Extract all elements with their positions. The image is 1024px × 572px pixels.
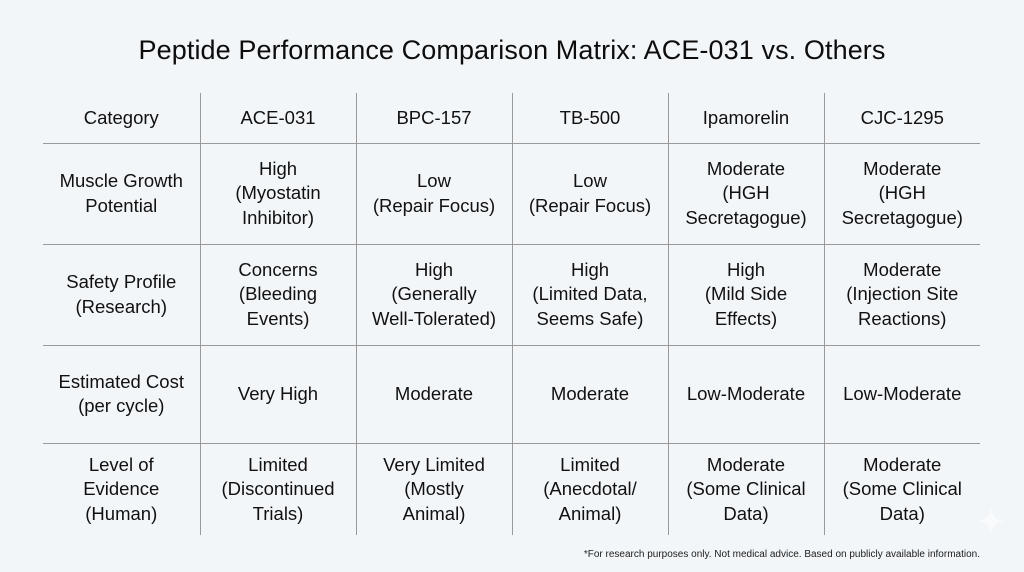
table-row-muscle-growth: Muscle Growth Potential High (Myostatin …: [43, 143, 980, 245]
cell-rating: Moderate: [706, 453, 786, 475]
cell-tb-500: High (Limited Data, Seems Safe): [511, 244, 668, 346]
cell-rating: Very High: [237, 382, 319, 404]
sparkle-icon: [978, 506, 1004, 536]
cell-rating: High: [570, 258, 610, 280]
cell-note: Animal): [402, 502, 466, 524]
cell-tb-500: Moderate: [511, 345, 668, 444]
cell-rating: Low: [417, 170, 451, 191]
cell-ipamorelin: Low-Moderate: [667, 345, 824, 444]
row-label-line: (per cycle): [78, 395, 165, 416]
column-header-tb-500: TB-500: [511, 93, 668, 144]
cell-rating: Low-Moderate: [843, 382, 962, 404]
cell-cjc-1295: Moderate (Injection Site Reactions): [823, 244, 980, 346]
cell-note: Trials): [252, 502, 304, 524]
cell-ace-031: Concerns (Bleeding Events): [199, 244, 356, 346]
cell-cjc-1295: Moderate (Some Clinical Data): [823, 443, 980, 535]
cell-note: Inhibitor): [242, 206, 314, 228]
cell-rating: High: [414, 258, 454, 280]
cell-note: (Mild Side: [704, 283, 788, 305]
row-label-line: Muscle Growth: [59, 170, 183, 191]
comparison-table: Category ACE-031 BPC-157 TB-500 Ipamorel…: [43, 93, 980, 535]
cell-note: Secretagogue): [841, 206, 963, 228]
column-header-bpc-157: BPC-157: [355, 93, 512, 144]
cell-rating: High: [726, 258, 766, 280]
cell-rating: Limited: [248, 453, 308, 475]
cell-note: (Bleeding: [238, 283, 318, 305]
page-title: Peptide Performance Comparison Matrix: A…: [138, 35, 886, 65]
cell-ipamorelin: High (Mild Side Effects): [667, 244, 824, 346]
cell-bpc-157: High (Generally Well-Tolerated): [355, 244, 512, 346]
cell-note: (Discontinued: [221, 478, 335, 499]
cell-ipamorelin: Moderate (HGH Secretagogue): [667, 143, 824, 245]
row-label-line: Level of: [88, 453, 154, 475]
cell-note: (HGH: [878, 182, 926, 204]
cell-note: (Some Clinical: [686, 478, 806, 499]
cell-note: (Injection Site: [846, 283, 959, 305]
row-label-line: Evidence: [83, 478, 160, 499]
cell-rating: Low-Moderate: [686, 382, 806, 404]
cell-rating: Moderate: [863, 258, 942, 280]
table-row-level-of-evidence: Level of Evidence (Human) Limited (Disco…: [43, 443, 980, 535]
cell-cjc-1295: Low-Moderate: [823, 345, 980, 444]
cell-note: Seems Safe): [536, 307, 644, 329]
cell-note: Effects): [714, 307, 778, 329]
row-label-line: Potential: [85, 194, 158, 216]
cell-note: Events): [246, 307, 310, 329]
cell-rating: Moderate: [706, 157, 786, 179]
cell-rating: Low: [573, 170, 607, 191]
row-label-line: Safety Profile: [66, 271, 177, 292]
row-label-line: (Research): [75, 295, 168, 317]
cell-rating: Moderate: [550, 382, 630, 404]
cell-note: (HGH: [722, 182, 770, 204]
cell-note: Animal): [558, 502, 622, 524]
cell-note: (Some Clinical: [842, 478, 962, 499]
column-header-ace-031: ACE-031: [199, 93, 356, 144]
row-label-estimated-cost: Estimated Cost (per cycle): [43, 345, 200, 444]
cell-note: Data): [879, 502, 925, 524]
cell-note: (Myostatin: [235, 182, 321, 204]
cell-rating: Concerns: [238, 258, 318, 280]
row-label-level-of-evidence: Level of Evidence (Human): [43, 443, 200, 535]
cell-rating: Moderate: [394, 382, 474, 404]
cell-rating: Limited: [560, 453, 620, 475]
cell-rating: High: [258, 157, 298, 179]
cell-note: Data): [723, 502, 769, 524]
cell-bpc-157: Very Limited (Mostly Animal): [355, 443, 512, 535]
column-header-category: Category: [43, 93, 200, 144]
cell-note: Reactions): [858, 307, 947, 329]
comparison-matrix: Category ACE-031 BPC-157 TB-500 Ipamorel…: [43, 93, 980, 535]
row-label-line: (Human): [85, 502, 158, 524]
cell-note: (Anecdotal/: [543, 478, 637, 499]
cell-tb-500: Limited (Anecdotal/ Animal): [511, 443, 668, 535]
cell-rating: Moderate: [863, 157, 942, 179]
cell-note: (Repair Focus): [372, 194, 496, 216]
cell-tb-500: Low (Repair Focus): [511, 143, 668, 245]
cell-note: (Generally: [391, 283, 477, 305]
cell-cjc-1295: Moderate (HGH Secretagogue): [823, 143, 980, 245]
cell-ace-031: Very High: [199, 345, 356, 444]
cell-bpc-157: Moderate: [355, 345, 512, 444]
cell-bpc-157: Low (Repair Focus): [355, 143, 512, 245]
cell-rating: Very Limited: [383, 453, 485, 475]
header-row: Category ACE-031 BPC-157 TB-500 Ipamorel…: [43, 93, 980, 144]
cell-note: (Mostly: [404, 478, 464, 499]
column-header-ipamorelin: Ipamorelin: [667, 93, 824, 144]
row-label-muscle-growth: Muscle Growth Potential: [43, 143, 200, 245]
table-row-estimated-cost: Estimated Cost (per cycle) Very High Mod…: [43, 345, 980, 444]
cell-ace-031: Limited (Discontinued Trials): [199, 443, 356, 535]
row-label-safety-profile: Safety Profile (Research): [43, 244, 200, 346]
cell-ace-031: High (Myostatin Inhibitor): [199, 143, 356, 245]
cell-note: Well-Tolerated): [371, 307, 497, 329]
cell-rating: Moderate: [863, 453, 942, 475]
cell-ipamorelin: Moderate (Some Clinical Data): [667, 443, 824, 535]
row-label-line: Estimated Cost: [58, 370, 184, 392]
table-row-safety-profile: Safety Profile (Research) Concerns (Blee…: [43, 244, 980, 346]
column-header-cjc-1295: CJC-1295: [823, 93, 980, 144]
disclaimer-footnote: *For research purposes only. Not medical…: [583, 549, 980, 560]
cell-note: (Limited Data,: [532, 283, 648, 305]
cell-note: (Repair Focus): [528, 194, 652, 216]
cell-note: Secretagogue): [685, 206, 807, 228]
